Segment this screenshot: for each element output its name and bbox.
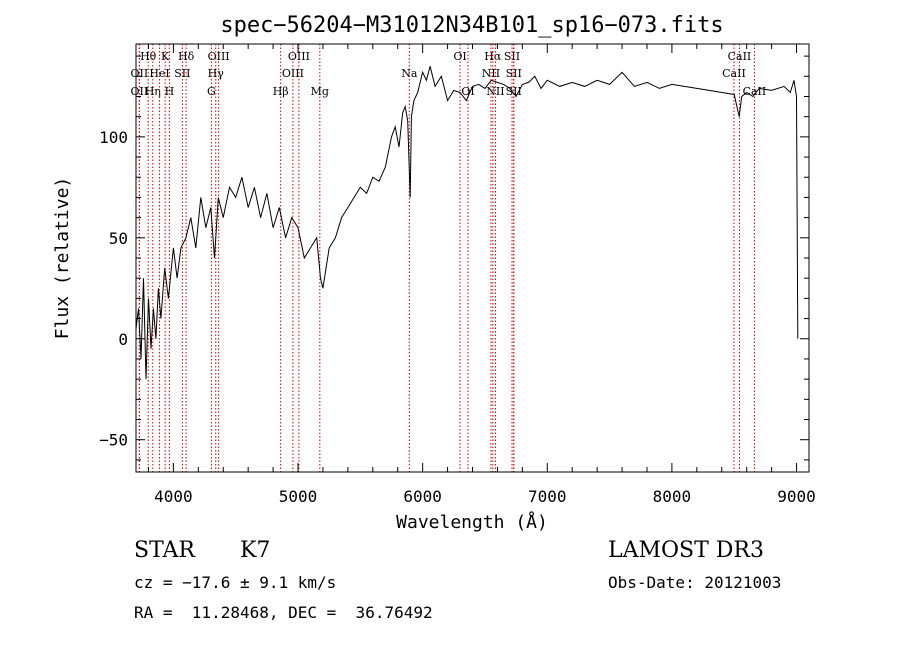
line-label-13: OIII	[288, 50, 310, 63]
chart-title: spec−56204−M31012N34B101_sp16−073.fits	[220, 13, 723, 38]
line-label-11: G	[207, 85, 216, 98]
ra-dec: RA = 11.28468, DEC = 36.76492	[134, 603, 433, 622]
x-axis-ticks: 4000 5000 6000 7000 8000 9000	[147, 44, 816, 506]
y-tick-label-2: 50	[109, 229, 128, 248]
line-label-19: Hα	[484, 50, 502, 63]
spectrum-line	[135, 66, 799, 380]
line-label-22: SII	[504, 50, 520, 63]
plot-frame	[135, 43, 810, 473]
line-label-0: Hθ	[140, 50, 157, 63]
line-label-15: Mg	[311, 85, 329, 98]
line-label-27: CaII	[743, 85, 767, 98]
line-label-2: OII	[131, 85, 149, 98]
survey-name: LAMOST DR3	[608, 538, 764, 563]
line-label-25: CaII	[728, 50, 752, 63]
line-label-26: CaII	[722, 67, 746, 80]
line-label-14: OIII	[282, 67, 304, 80]
line-label-17: OI	[453, 50, 466, 63]
obs-date: Obs-Date: 20121003	[608, 573, 782, 592]
y-tick-label-3: 100	[99, 128, 128, 147]
line-label-21: NII	[486, 85, 504, 98]
line-label-4: HeI	[149, 67, 169, 80]
x-tick-label-0: 4000	[154, 487, 193, 506]
line-label-3: Hη	[145, 85, 161, 98]
x-tick-label-5: 9000	[777, 487, 816, 506]
spectrum-series	[135, 66, 799, 380]
y-axis-label: Flux (relative)	[52, 177, 73, 340]
object-class: STAR	[134, 538, 195, 563]
line-label-6: H	[165, 85, 175, 98]
line-label-8: Hδ	[178, 50, 195, 63]
y-tick-label-0: −50	[99, 431, 128, 450]
x-axis-label: Wavelength (Å)	[396, 511, 548, 533]
x-tick-label-2: 6000	[403, 487, 442, 506]
x-tick-label-4: 8000	[653, 487, 692, 506]
line-label-10: Hγ	[208, 67, 225, 80]
line-label-7: SII	[174, 67, 190, 80]
x-tick-label-3: 7000	[528, 487, 567, 506]
line-label-9: OIII	[208, 50, 230, 63]
line-label-16: Na	[401, 67, 418, 80]
spectrum-chart: spec−56204−M31012N34B101_sp16−073.fits H…	[52, 13, 816, 533]
line-label-20: NII	[482, 67, 500, 80]
x-tick-label-1: 5000	[279, 487, 318, 506]
redshift-cz: cz = −17.6 ± 9.1 km/s	[134, 573, 337, 592]
y-tick-label-1: 0	[118, 330, 128, 349]
y-axis-ticks: −50 0 50 100	[99, 55, 809, 461]
object-subclass: K7	[240, 538, 271, 563]
line-label-5: K	[161, 50, 170, 63]
line-label-12: Hβ	[273, 85, 289, 98]
